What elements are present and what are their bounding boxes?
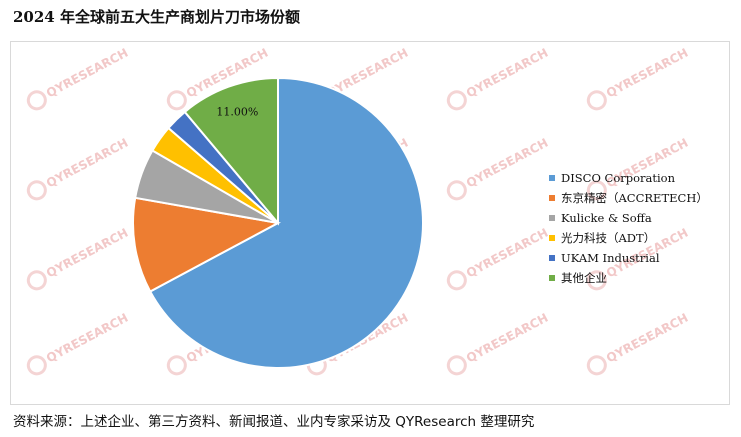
source-note: 资料来源：上述企业、第三方资料、新闻报道、业内专家采访及 QYResearch … <box>13 414 535 430</box>
legend-swatch <box>549 195 555 201</box>
pie-slice-5 <box>183 76 279 226</box>
legend-item: DISCO Corporation <box>549 168 708 188</box>
pie-slice-1 <box>132 196 282 293</box>
legend-item: 光力科技（ADT） <box>549 228 708 248</box>
legend: DISCO Corporation 东京精密（ACCRETECH） Kulicke … <box>549 168 708 288</box>
pie-slice-0 <box>148 76 424 369</box>
legend-item: UKAM Industrial <box>549 248 708 268</box>
legend-swatch <box>549 235 555 241</box>
legend-label: DISCO Corporation <box>561 171 676 185</box>
legend-label: Kulicke & Soffa <box>561 211 652 225</box>
legend-swatch <box>549 275 555 281</box>
legend-item: Kulicke & Soffa <box>549 208 708 228</box>
data-label-0: 11.00% <box>216 105 258 118</box>
legend-swatch <box>549 255 555 261</box>
legend-swatch <box>549 175 555 181</box>
legend-label: 其他企业 <box>561 271 607 285</box>
legend-swatch <box>549 215 555 221</box>
legend-label: 东京精密（ACCRETECH） <box>561 191 708 205</box>
legend-label: 光力科技（ADT） <box>561 231 656 245</box>
legend-item: 其他企业 <box>549 268 708 288</box>
chart-title: 2024 年全球前五大生产商划片刀市场份额 <box>13 8 300 26</box>
legend-label: UKAM Industrial <box>561 251 660 265</box>
legend-item: 东京精密（ACCRETECH） <box>549 188 708 208</box>
